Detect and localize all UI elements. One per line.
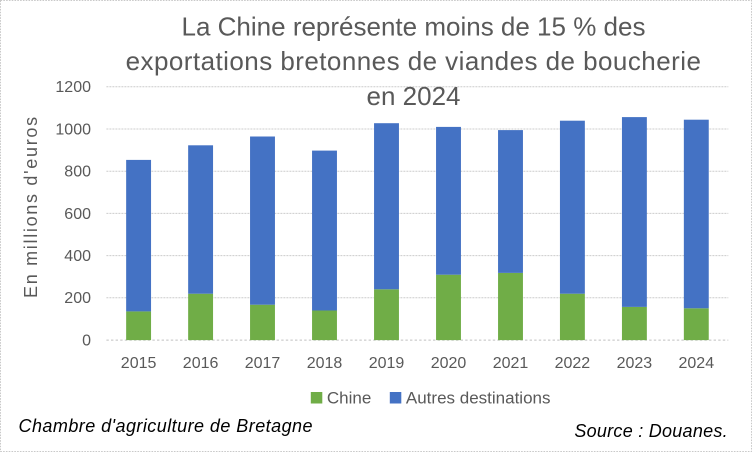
- svg-text:2021: 2021: [493, 355, 529, 372]
- svg-text:2023: 2023: [617, 355, 653, 372]
- svg-text:600: 600: [64, 206, 91, 223]
- svg-text:2017: 2017: [245, 355, 281, 372]
- svg-text:1200: 1200: [55, 79, 91, 96]
- svg-text:2024: 2024: [679, 355, 715, 372]
- svg-text:Source : Douanes.: Source : Douanes.: [574, 421, 728, 441]
- svg-text:Autres destinations: Autres destinations: [406, 389, 551, 408]
- svg-text:2019: 2019: [369, 355, 405, 372]
- svg-text:0: 0: [82, 333, 91, 350]
- svg-text:2018: 2018: [307, 355, 343, 372]
- svg-text:2020: 2020: [431, 355, 467, 372]
- svg-text:400: 400: [64, 248, 91, 265]
- svg-text:200: 200: [64, 290, 91, 307]
- svg-text:exportations bretonnes de vian: exportations bretonnes de viandes de bou…: [126, 46, 702, 76]
- svg-text:800: 800: [64, 164, 91, 181]
- svg-text:2016: 2016: [183, 355, 219, 372]
- svg-text:Chine: Chine: [327, 389, 371, 408]
- svg-text:La Chine représente moins de 1: La Chine représente moins de 15 % des: [182, 12, 646, 42]
- svg-text:en 2024: en 2024: [367, 81, 461, 111]
- svg-text:1000: 1000: [55, 121, 91, 138]
- svg-text:Chambre d'agriculture de Breta: Chambre d'agriculture de Bretagne: [19, 416, 313, 436]
- svg-text:2022: 2022: [555, 355, 591, 372]
- svg-text:En millions d'euros: En millions d'euros: [21, 115, 41, 298]
- svg-text:2015: 2015: [121, 355, 157, 372]
